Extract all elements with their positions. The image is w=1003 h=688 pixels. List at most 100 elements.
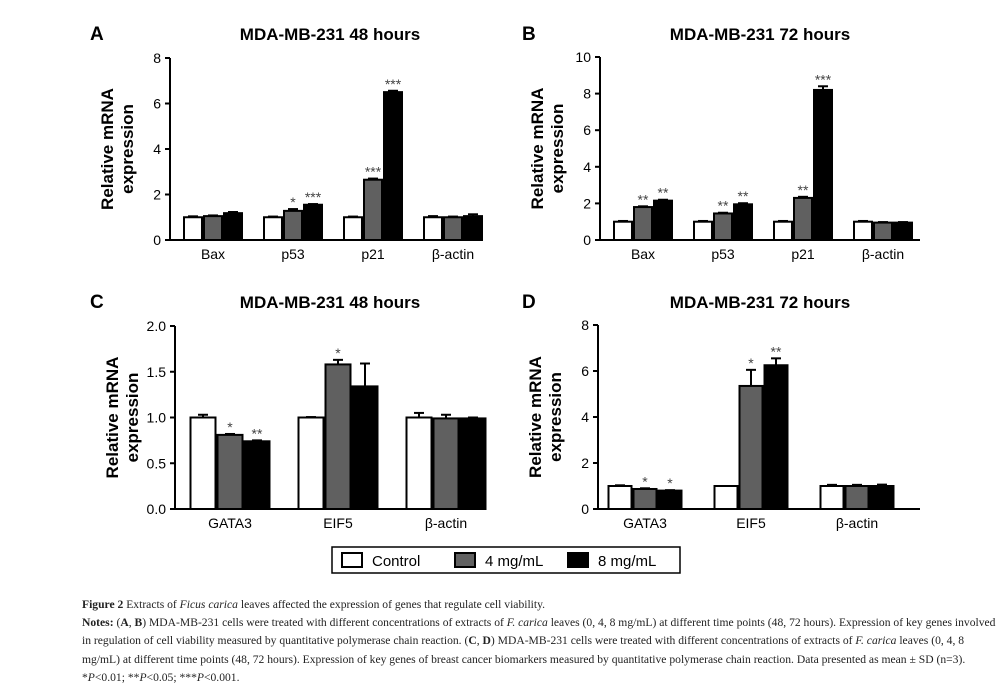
y-tick-label: 0 (583, 232, 591, 248)
significance-marker: * (642, 473, 648, 489)
bar-8-mg-ml (303, 203, 323, 242)
x-tick-label: p53 (711, 246, 735, 262)
y-tick-label: 0 (581, 501, 589, 517)
caption-text: , (476, 634, 483, 648)
chart-title: MDA-MB-231 48 hours (240, 25, 420, 44)
y-tick-label: 2.0 (147, 318, 167, 334)
bar-8-mg-ml (733, 203, 753, 242)
caption-text: ) MDA-MB-231 cells were treated with dif… (490, 634, 856, 648)
caption-text: ) MDA-MB-231 cells were treated with dif… (142, 616, 507, 630)
y-tick-label: 0 (153, 232, 161, 248)
bar-control (189, 416, 217, 510)
bar-control (343, 216, 363, 241)
y-axis-label: Relative mRNA (103, 357, 122, 479)
caption-bold: A (120, 616, 129, 630)
caption-bold: C (468, 634, 477, 648)
bar-4-mg-ml (443, 216, 463, 241)
y-axis-label: expression (118, 104, 137, 194)
bar-4-mg-ml (216, 433, 244, 511)
caption-bold: D (482, 634, 491, 648)
significance-marker: *** (815, 71, 832, 87)
x-tick-label: Bax (201, 246, 225, 262)
caption-italic: Ficus carica (179, 598, 238, 611)
legend-swatch (341, 552, 363, 568)
significance-marker: * (748, 355, 754, 371)
bar-control (263, 216, 283, 241)
bar-4-mg-ml (873, 221, 893, 242)
y-axis-label: expression (546, 372, 565, 462)
bar-control (183, 216, 203, 241)
x-tick-label: GATA3 (208, 515, 252, 531)
bar-8-mg-ml (893, 221, 913, 242)
bar-4-mg-ml (633, 206, 653, 241)
x-tick-label: β-actin (432, 246, 474, 262)
significance-marker: * (227, 419, 233, 435)
chart-panel-c: C MDA-MB-231 48 hours Relative mRNA express… (90, 292, 487, 531)
y-tick-label: 6 (581, 363, 589, 379)
bar-8-mg-ml (763, 364, 789, 510)
panel-letter: C (90, 292, 104, 313)
y-tick-label: 0.0 (147, 501, 167, 517)
chart-panel-b: B MDA-MB-231 72 hours Relative mRNA express… (522, 24, 920, 262)
bar-control (613, 220, 633, 241)
legend: Control 4 mg/mL 8 mg/mL (331, 546, 681, 574)
y-axis-label: Relative mRNA (528, 88, 547, 210)
bar-4-mg-ml (432, 417, 460, 511)
bar-8-mg-ml (459, 417, 487, 511)
y-tick-label: 2 (581, 455, 589, 471)
notes-label: Notes: (82, 616, 114, 630)
y-tick-label: 2 (153, 187, 161, 203)
legend-label: Control (372, 553, 420, 570)
bar-8-mg-ml (223, 212, 243, 241)
significance-marker: * (290, 194, 296, 210)
bar-8-mg-ml (813, 88, 833, 241)
caption-text: , (128, 616, 135, 630)
significance-marker: ** (718, 198, 729, 214)
bar-control (713, 485, 739, 510)
y-tick-label: 4 (583, 159, 591, 175)
bar-8-mg-ml (653, 199, 673, 241)
chart-title: MDA-MB-231 48 hours (240, 293, 420, 312)
y-axis-label: Relative mRNA (526, 356, 545, 478)
legend-swatch (567, 552, 589, 568)
panel-letter: B (522, 24, 536, 45)
panel-letter: A (90, 24, 104, 45)
bar-8-mg-ml (243, 440, 271, 511)
bar-8-mg-ml (869, 485, 895, 510)
caption-bold: B (134, 616, 143, 630)
bar-4-mg-ml (324, 363, 352, 510)
x-tick-label: Bax (631, 246, 655, 262)
bar-control (853, 220, 873, 241)
x-tick-label: β-actin (425, 515, 467, 531)
y-tick-label: 1.0 (147, 410, 167, 426)
x-tick-label: EIF5 (323, 515, 353, 531)
x-tick-label: p21 (791, 246, 815, 262)
y-axis-label: expression (123, 373, 142, 463)
legend-box (331, 546, 681, 574)
bar-4-mg-ml (738, 384, 764, 511)
legend-swatch (454, 552, 476, 568)
figure-caption: Figure 2 Extracts of Ficus carica leaves… (82, 596, 1000, 687)
significance-marker: *** (385, 76, 402, 92)
y-tick-label: 6 (583, 122, 591, 138)
y-tick-label: 4 (581, 409, 589, 425)
bar-4-mg-ml (713, 212, 733, 241)
bar-4-mg-ml (203, 215, 223, 242)
y-tick-label: 4 (153, 141, 161, 157)
significance-marker: *** (305, 189, 322, 205)
bar-control (423, 216, 443, 241)
caption-text: leaves affected the expression of genes … (237, 598, 546, 611)
x-tick-label: p53 (281, 246, 305, 262)
bar-control (297, 416, 325, 510)
x-tick-label: GATA3 (623, 515, 667, 531)
legend-label: 8 mg/mL (598, 553, 656, 570)
bar-control (773, 220, 793, 241)
chart-panel-a: A MDA-MB-231 48 hours Relative mRNA express… (90, 24, 483, 262)
caption-italic: F. carica (506, 616, 548, 630)
significance-marker: * (335, 345, 341, 361)
chart-panel-d: D MDA-MB-231 72 hours Relative mRNA express… (522, 292, 920, 531)
bar-4-mg-ml (632, 487, 658, 510)
significance-marker: * (667, 475, 673, 491)
caption-text: ( (113, 616, 121, 630)
